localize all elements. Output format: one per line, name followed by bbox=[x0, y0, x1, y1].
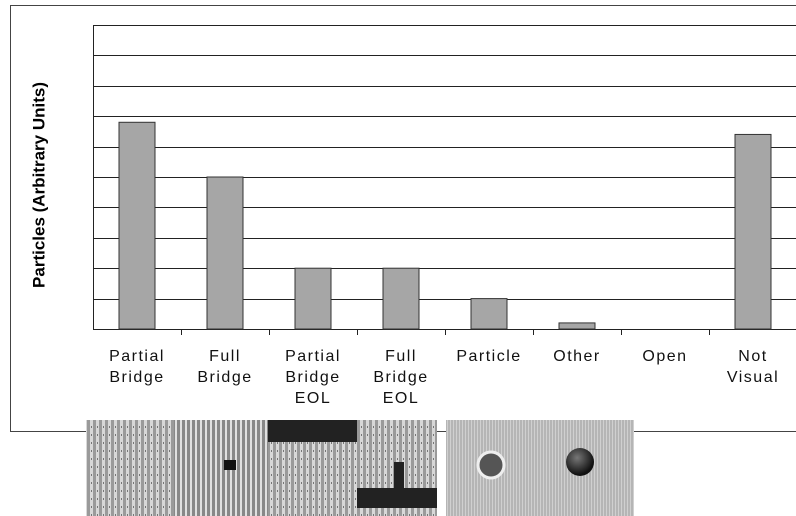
sem-image bbox=[86, 420, 174, 516]
x-tick-label: Other bbox=[553, 346, 601, 367]
bar bbox=[295, 268, 331, 329]
sem-images bbox=[86, 420, 634, 516]
x-tick-label: Full Bridge bbox=[197, 346, 252, 388]
bar bbox=[471, 299, 507, 329]
particle bbox=[566, 448, 594, 476]
x-tick-label: Not Visual bbox=[727, 346, 779, 388]
bar bbox=[383, 268, 419, 329]
y-axis-label: Particles (Arbitrary Units) bbox=[29, 82, 48, 288]
sem-image bbox=[174, 420, 268, 516]
x-tick-label: Partial Bridge bbox=[109, 346, 165, 388]
bar bbox=[559, 323, 595, 329]
page: Particles (Arbitrary Units) Partial Brid… bbox=[0, 0, 796, 516]
x-tick-label: Full Bridge EOL bbox=[373, 346, 428, 409]
defect bbox=[224, 460, 236, 470]
chart: Particles (Arbitrary Units) bbox=[0, 0, 796, 516]
bar bbox=[735, 134, 771, 329]
sem-band bbox=[268, 420, 357, 442]
x-tick-label: Particle bbox=[456, 346, 521, 367]
bar bbox=[207, 177, 243, 329]
sem-band bbox=[357, 488, 437, 508]
defect bbox=[394, 462, 404, 490]
bar bbox=[119, 122, 155, 329]
x-tick-label: Open bbox=[642, 346, 687, 367]
x-tick-label: Partial Bridge EOL bbox=[285, 346, 341, 409]
particle bbox=[478, 452, 504, 478]
